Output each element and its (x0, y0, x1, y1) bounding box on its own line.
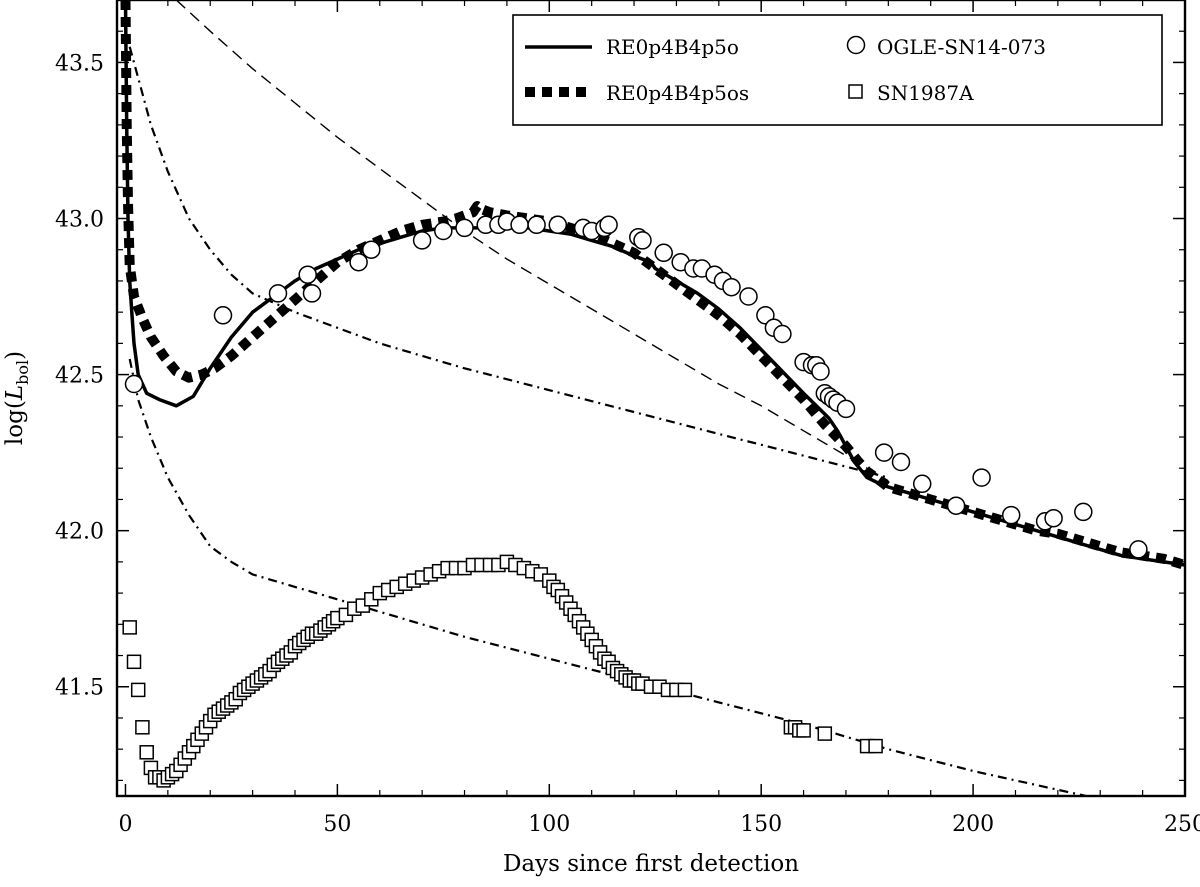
ticks-layer: 0 50 100 150 200 250 41.5 42.0 42.5 43.0 43.5 (55, 0, 1200, 837)
series-line-model-dashed (175, 0, 889, 482)
sn1987a-point (130, 682, 146, 698)
ogle-point (874, 443, 894, 462)
sn1987a-point (122, 620, 137, 635)
y-tick-label: 41.5 (55, 676, 104, 701)
ogle-point (1129, 540, 1148, 559)
ogle-point (1074, 502, 1093, 522)
legend-solid-label: RE0p4B4p5o (606, 35, 739, 59)
sn1987a-point (796, 723, 811, 738)
ogle-point (946, 496, 966, 515)
ogle-point (811, 362, 830, 381)
y-tick-label: 43.0 (55, 208, 104, 233)
legend-dotted-label: RE0p4B4p5os (606, 81, 749, 105)
x-tick-label: 100 (528, 812, 570, 837)
sn1987a-point (868, 738, 883, 754)
legend-square-marker (848, 84, 863, 99)
plot-frame (115, 0, 1187, 798)
ogle-point (527, 215, 546, 235)
y-tick-label: 42.0 (55, 520, 104, 545)
series-layer (120, 0, 1185, 796)
y-axis-title: log(Lbol) (2, 351, 32, 445)
ogle-point (268, 284, 288, 303)
ogle-point (298, 265, 317, 284)
ogle-point (434, 221, 453, 241)
sn1987a-point (817, 726, 833, 741)
ogle-point (654, 243, 673, 263)
x-axis-title: Days since first detection (503, 851, 799, 877)
legend-circle-marker (846, 35, 866, 55)
ogle-point (124, 374, 144, 394)
legend-squares-label: SN1987A (877, 81, 974, 105)
sn1987a-point (135, 720, 150, 735)
ogle-point (1001, 505, 1021, 525)
ogle-point (836, 399, 856, 419)
ogle-point (455, 218, 474, 238)
sn1987a-point (139, 745, 154, 760)
sn1987a-point (126, 654, 142, 670)
y-tick-label: 42.5 (55, 364, 104, 389)
ogle-point (773, 324, 792, 344)
ogle-point (349, 252, 368, 272)
ogle-point (912, 474, 932, 494)
ogle-point (599, 215, 618, 235)
legend: RE0p4B4p5o RE0p4B4p5os OGLE-SN14-073 SN1… (512, 14, 1163, 126)
ogle-point (739, 287, 758, 306)
x-tick-label: 150 (740, 812, 782, 837)
x-tick-label: 50 (323, 812, 351, 837)
x-tick-label: 250 (1164, 812, 1200, 837)
ogle-point (362, 240, 381, 259)
ogle-point (302, 284, 322, 303)
legend-circles-label: OGLE-SN14-073 (877, 35, 1046, 59)
ogle-point (510, 215, 529, 235)
ogle-point (722, 277, 741, 297)
sn1987a-point (677, 682, 693, 698)
x-tick-label: 200 (952, 812, 994, 837)
y-tick-label: 43.5 (55, 51, 104, 76)
ogle-point (891, 452, 911, 472)
ogle-point (972, 468, 991, 487)
ogle-point (633, 231, 652, 250)
ogle-point (1044, 508, 1063, 528)
ogle-point (412, 231, 432, 250)
ogle-point (548, 215, 568, 235)
legend-frame (512, 14, 1163, 126)
ogle-point (213, 306, 233, 325)
series-line-model-dashdot-upper (128, 46, 889, 479)
ogle-point (756, 306, 775, 325)
x-tick-label: 0 (118, 812, 132, 837)
series-line-model-dashdot-lower (128, 358, 1092, 796)
